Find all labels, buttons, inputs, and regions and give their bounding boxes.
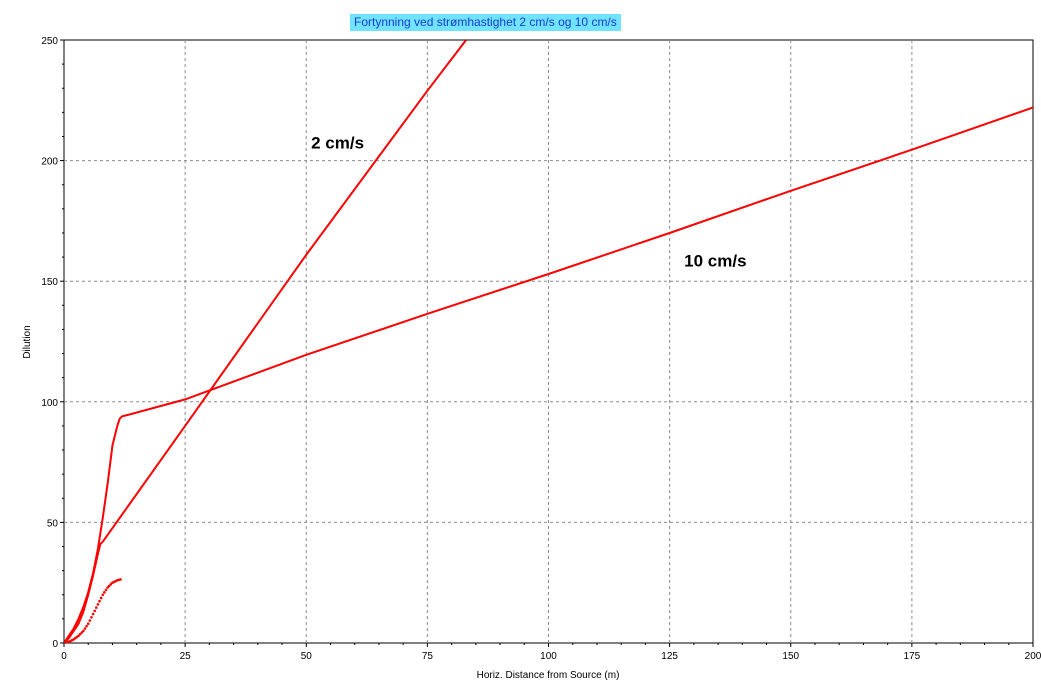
data-point — [78, 632, 82, 636]
data-point — [93, 609, 96, 613]
data-point — [107, 584, 111, 588]
data-point — [91, 612, 95, 616]
data-point — [106, 586, 109, 589]
data-point — [86, 622, 90, 626]
series-group — [64, 40, 1033, 643]
series-line-2cms — [64, 40, 467, 643]
x-axis-title: Horiz. Distance from Source (m) — [477, 670, 620, 681]
label-10cms: 10 cm/s — [684, 252, 746, 271]
y-tick-label: 250 — [41, 36, 58, 47]
series-line-10cms — [64, 106, 1033, 643]
data-point — [119, 578, 122, 581]
ticks: 0 25 50 75 100 125 150 175 200 0 50 100 150 200 250 — [41, 36, 1041, 662]
data-point — [109, 583, 113, 586]
x-tick-label: 25 — [180, 651, 192, 662]
y-tick-label: 200 — [41, 157, 58, 168]
data-point — [95, 606, 98, 609]
data-point — [90, 615, 93, 619]
data-point — [80, 631, 84, 634]
data-point — [88, 619, 92, 622]
data-point — [101, 593, 105, 597]
label-2cms: 2 cm/s — [311, 134, 364, 153]
x-tick-label: 125 — [661, 651, 678, 662]
data-point — [103, 591, 106, 594]
data-point — [104, 588, 108, 592]
data-point — [77, 634, 80, 638]
y-axis-title: Dilution — [22, 325, 33, 358]
x-tick-label: 200 — [1025, 651, 1041, 662]
data-point — [85, 624, 88, 628]
y-tick-label: 50 — [47, 518, 59, 529]
x-tick-label: 75 — [422, 651, 434, 662]
data-point — [99, 596, 103, 600]
y-tick-label: 0 — [52, 639, 58, 650]
data-point — [83, 627, 87, 630]
x-tick-label: 175 — [904, 651, 921, 662]
chart-title: Fortynning ved strømhastighet 2 cm/s og … — [350, 14, 621, 31]
x-tick-label: 50 — [301, 651, 313, 662]
data-point — [96, 603, 100, 606]
x-tick-label: 0 — [61, 651, 67, 662]
series-dotted-near-field — [64, 578, 122, 643]
y-tick-label: 150 — [41, 277, 58, 288]
data-point — [82, 629, 85, 633]
annotations: 2 cm/s 10 cm/s — [311, 134, 746, 271]
data-point — [98, 599, 101, 603]
grid — [64, 40, 1033, 643]
x-tick-label: 100 — [540, 651, 557, 662]
y-tick-label: 100 — [41, 398, 58, 409]
x-tick-label: 150 — [782, 651, 799, 662]
